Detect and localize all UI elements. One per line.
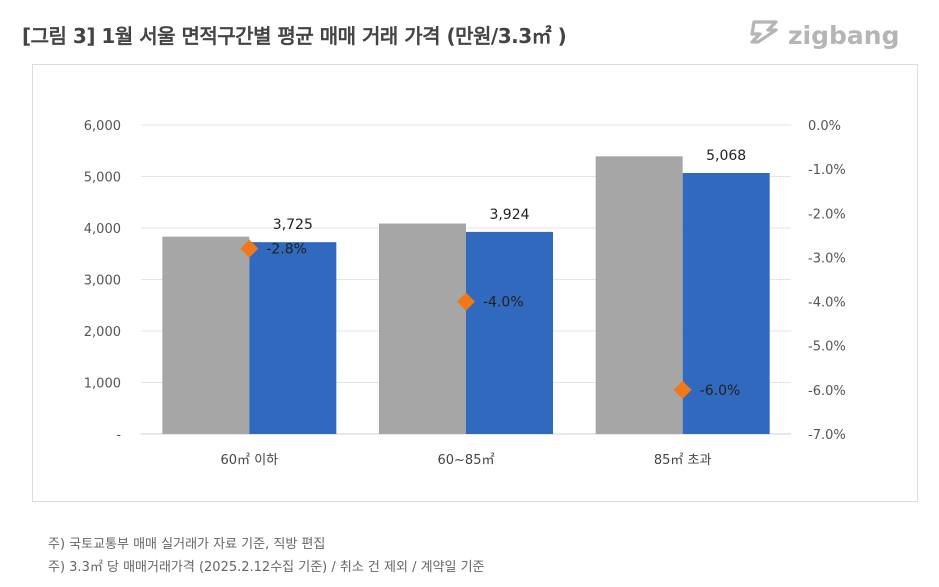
y-left-tick-label: 1,000 [84, 377, 121, 392]
y-left-tick-label: - [116, 428, 121, 443]
rate-data-label: -4.0% [483, 295, 524, 311]
bar-series-2 [249, 242, 337, 434]
zigbang-logo: zigbang [748, 18, 899, 52]
x-category-label: 60~85㎡ [438, 453, 495, 468]
rate-marker [457, 292, 475, 311]
bar-chart: - 1,000 2,000 3,000 4,000 5,000 6,000 0.0% -1.0%… [84, 119, 846, 468]
y-right-tick-label: -4.0% [808, 296, 846, 311]
x-category-label: 85㎡ 초과 [654, 453, 712, 468]
bar-data-label: 3,924 [489, 207, 529, 223]
rate-data-label: -6.0% [700, 383, 741, 399]
bar-data-label: 3,725 [273, 217, 313, 233]
rate-data-label: -2.8% [266, 242, 307, 258]
bar-series-1 [162, 236, 250, 434]
footnote-source: 주) 국토교통부 매매 실거래가 자료 기준, 직방 편집 [48, 537, 326, 552]
zigbang-logo-text: zigbang [788, 20, 900, 50]
bar-series-1 [595, 156, 683, 434]
bar-data-label: 5,068 [706, 148, 746, 164]
y-right-tick-label: 0.0% [808, 119, 841, 134]
y-right-tick-label: -3.0% [808, 251, 846, 266]
y-right-tick-label: -2.0% [808, 207, 846, 222]
footnote-criteria: 주) 3.3㎡ 당 매매거래가격 (2025.2.12수집 기준) / 취소 건… [48, 560, 485, 575]
y-right-tick-label: -1.0% [808, 163, 846, 178]
page-title: [그림 3] 1월 서울 면적구간별 평균 매매 거래 가격 (만원/3.3㎡ … [22, 24, 567, 48]
bar-series-2 [682, 172, 770, 435]
zigbang-logo-icon [748, 18, 782, 52]
x-category-label: 60㎡ 이하 [221, 453, 279, 468]
rate-marker [240, 239, 259, 258]
y-left-tick-label: 3,000 [84, 274, 121, 289]
y-left-tick-label: 6,000 [84, 119, 121, 134]
y-left-tick-label: 4,000 [84, 222, 121, 237]
chart-frame: - 1,000 2,000 3,000 4,000 5,000 6,000 0.0% -1.0%… [32, 64, 918, 502]
y-right-tick-label: -6.0% [808, 384, 846, 399]
y-right-tick-label: -5.0% [808, 340, 846, 355]
bar-series-2 [466, 231, 553, 434]
footnotes: 주) 국토교통부 매매 실거래가 자료 기준, 직방 편집 주) 3.3㎡ 당 … [48, 533, 485, 579]
rate-marker [673, 380, 692, 399]
y-right-tick-label: -7.0% [808, 428, 846, 443]
bar-series-1 [379, 223, 466, 434]
y-left-tick-label: 2,000 [84, 325, 121, 340]
y-left-tick-label: 5,000 [84, 171, 121, 186]
